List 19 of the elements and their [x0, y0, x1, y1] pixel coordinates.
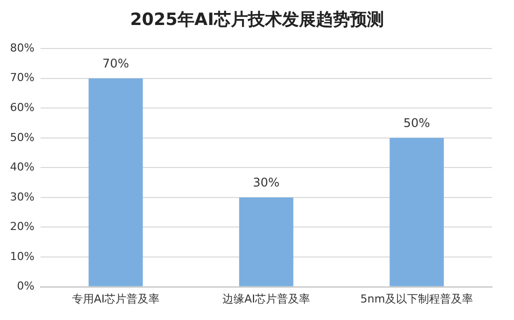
y-tick-label: 0%: [16, 280, 34, 293]
data-label: 30%: [252, 176, 280, 190]
y-tick-label: 10%: [10, 250, 34, 263]
y-tick-label: 50%: [10, 130, 34, 144]
x-tick-label: 专用AI芯片普及率: [72, 292, 160, 306]
y-tick-label: 70%: [10, 71, 34, 84]
x-tick-label: 边缘AI芯片普及率: [222, 292, 310, 306]
y-tick-label: 80%: [10, 41, 34, 54]
y-tick-label: 20%: [10, 220, 34, 234]
data-label: 70%: [102, 56, 130, 70]
y-tick-label: 30%: [10, 190, 34, 204]
y-tick-label: 40%: [10, 160, 34, 174]
y-tick-label: 60%: [10, 101, 34, 114]
bar: [390, 138, 444, 286]
bar: [239, 197, 294, 286]
bar: [88, 78, 143, 286]
chart-title: 2025年AI芯片技术发展趋势预测: [129, 9, 385, 31]
x-tick-label: 5nm及以下制程普及率: [360, 292, 474, 306]
data-label: 50%: [403, 116, 430, 130]
